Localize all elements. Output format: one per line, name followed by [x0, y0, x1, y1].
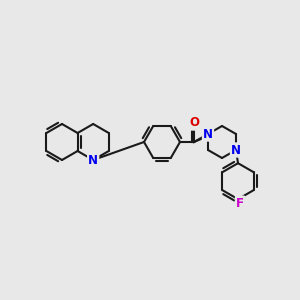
- Text: N: N: [231, 143, 241, 157]
- Text: N: N: [203, 128, 213, 140]
- Text: O: O: [189, 116, 199, 130]
- Text: F: F: [236, 197, 244, 210]
- Text: N: N: [88, 154, 98, 166]
